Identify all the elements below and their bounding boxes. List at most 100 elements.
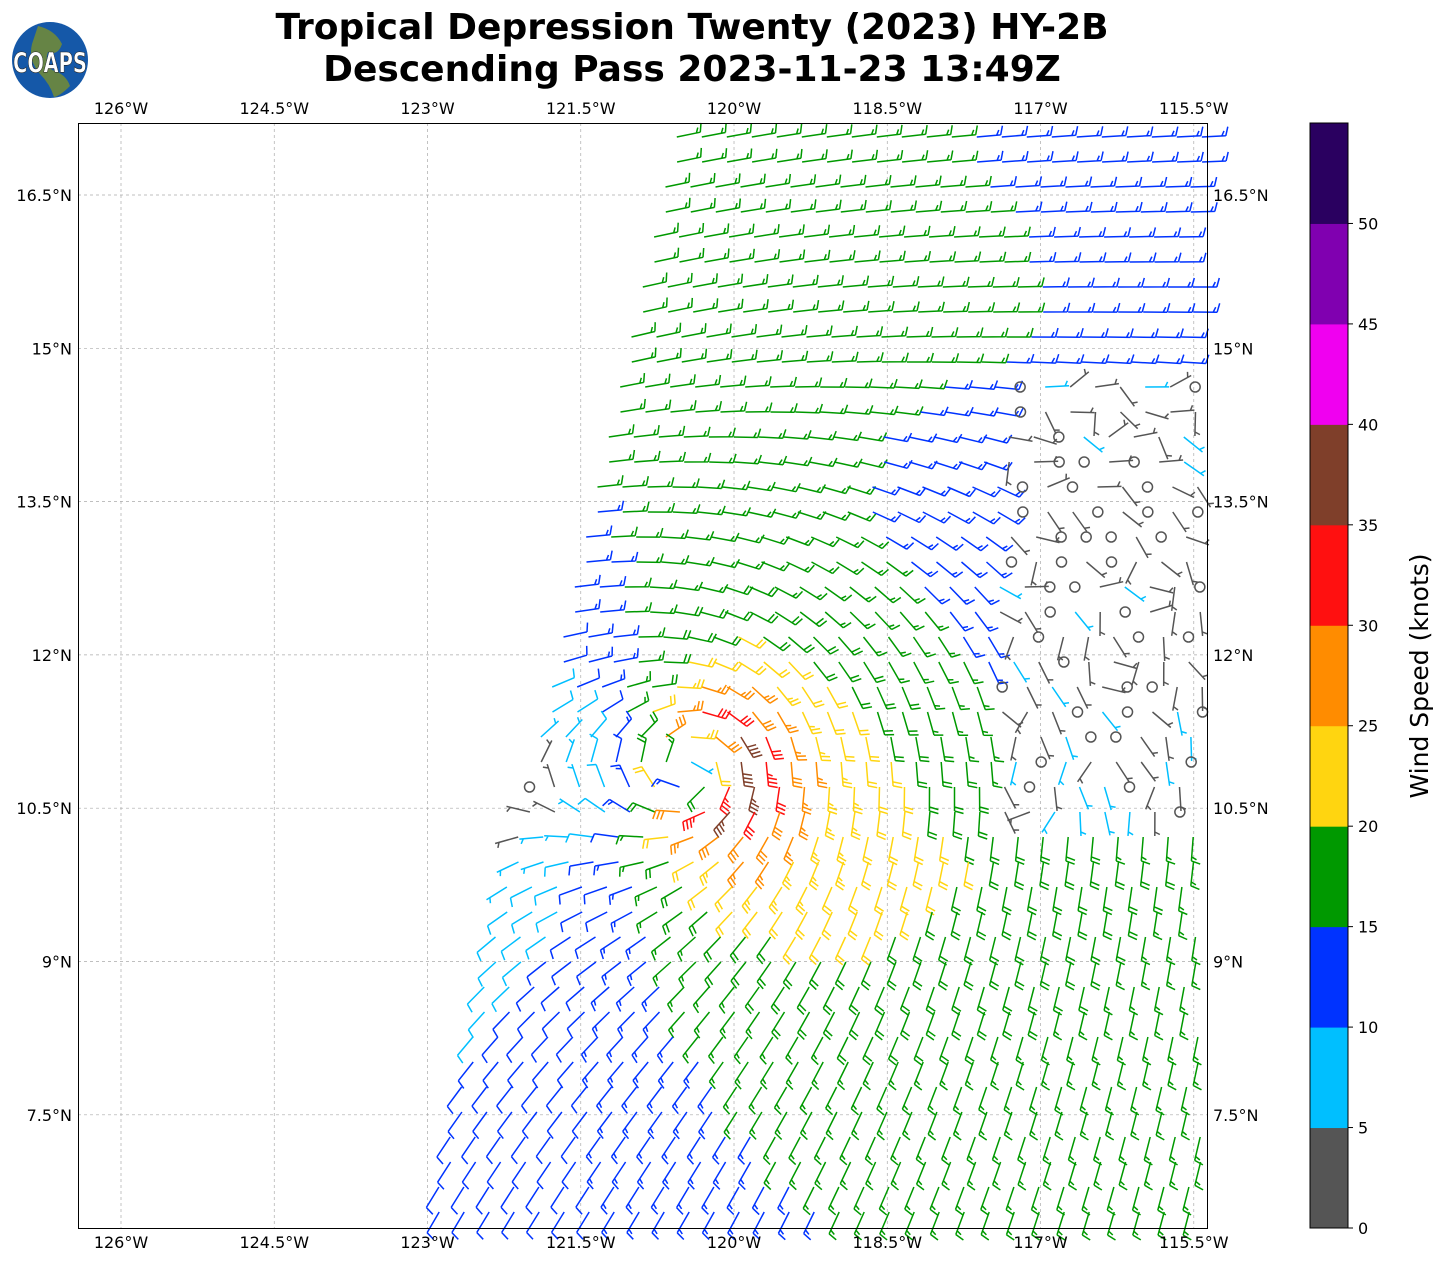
- wind-barb: [1149, 600, 1174, 613]
- colorbar-segment: [1310, 725, 1348, 827]
- wind-barb: [601, 669, 626, 688]
- wind-barb: [940, 736, 955, 763]
- wind-barb: [912, 636, 937, 658]
- wind-barbs: [425, 122, 1229, 1241]
- wind-barb: [733, 428, 762, 439]
- wind-barb: [765, 173, 792, 188]
- wind-barb: [1103, 1011, 1113, 1041]
- wind-barb: [535, 911, 558, 933]
- wind-barb: [825, 1086, 838, 1116]
- wind-barb: [1052, 986, 1063, 1016]
- lon-label-bottom: 118.5°W: [852, 1233, 922, 1252]
- wind-barb: [532, 800, 556, 813]
- wind-barb: [526, 961, 547, 986]
- wind-barb: [848, 1011, 861, 1041]
- wind-barb: [988, 861, 999, 891]
- wind-barb: [1130, 1086, 1140, 1116]
- wind-barb: [690, 761, 714, 775]
- wind-barb: [525, 1211, 540, 1240]
- wind-barb: [695, 400, 723, 413]
- wind-barb: [1176, 711, 1187, 736]
- wind-barb: [708, 1061, 724, 1090]
- wind-barb: [688, 911, 708, 937]
- wind-barb: [1015, 176, 1043, 188]
- wind-barb: [681, 348, 708, 363]
- wind-barb: [1007, 811, 1031, 825]
- wind-barb: [641, 986, 660, 1013]
- wind-barb: [1078, 986, 1089, 1016]
- wind-barb: [740, 173, 766, 188]
- wind-barb: [533, 886, 558, 906]
- wind-barb: [654, 247, 680, 263]
- wind-barb: [774, 611, 803, 626]
- wind-barb: [1093, 1161, 1103, 1191]
- wind-barb: [926, 711, 944, 736]
- wind-barb: [960, 536, 989, 552]
- wind-barb: [845, 378, 873, 389]
- wind-barb: [1156, 328, 1184, 339]
- wind-barb: [656, 348, 682, 363]
- wind-barb: [713, 635, 743, 647]
- wind-barb: [677, 936, 697, 962]
- wind-barb: [1044, 411, 1060, 434]
- wind-barb: [970, 380, 999, 391]
- wind-barb: [822, 511, 852, 522]
- wind-barb: [804, 249, 831, 263]
- wind-barb: [838, 661, 862, 683]
- wind-barb: [591, 1011, 611, 1038]
- wind-barb: [701, 1186, 715, 1215]
- wind-barb: [980, 1211, 990, 1241]
- wind-barb: [726, 686, 756, 701]
- wind-barb: [647, 502, 676, 513]
- wind-barb: [704, 248, 730, 263]
- colorbar-tick-label: 50: [1358, 214, 1378, 233]
- wind-barb: [727, 861, 745, 889]
- calm-circle: [1023, 781, 1036, 793]
- wind-barb: [824, 611, 852, 629]
- colorbar-segment: [1310, 524, 1348, 626]
- wind-barb: [1132, 1211, 1142, 1241]
- wind-barb: [1129, 227, 1157, 238]
- wind-barb: [738, 661, 767, 676]
- wind-barb: [748, 1111, 763, 1140]
- wind-barb: [781, 350, 809, 363]
- wind-barb: [1181, 328, 1209, 339]
- calm-circle: [1121, 706, 1134, 718]
- wind-barb: [967, 276, 995, 288]
- wind-barb: [920, 406, 949, 417]
- wind-barb: [936, 561, 964, 578]
- calm-circle: [1182, 631, 1195, 643]
- wind-barb: [1193, 1136, 1204, 1166]
- wind-barb: [1081, 1211, 1091, 1241]
- wind-barb: [1092, 1136, 1103, 1166]
- wind-barb: [1182, 1186, 1192, 1216]
- wind-barb: [471, 1086, 488, 1114]
- wind-barb: [713, 811, 731, 839]
- colorbar-segment: [1310, 424, 1348, 526]
- wind-barb: [820, 404, 849, 415]
- wind-barb: [1126, 126, 1154, 138]
- wind-barb: [755, 836, 769, 866]
- colorbar: 0 5 10 15 20 25 30 35 40 45 50: [1309, 122, 1378, 1238]
- calm-circle: [1069, 581, 1081, 593]
- wind-barb: [1112, 636, 1130, 658]
- wind-barb: [1179, 227, 1207, 238]
- wind-barb: [799, 586, 828, 601]
- wind-barb: [1156, 354, 1185, 365]
- calm-circle: [1035, 756, 1047, 768]
- wind-barb: [900, 1011, 911, 1041]
- wind-barb: [949, 586, 976, 605]
- wind-barb: [1167, 1061, 1177, 1091]
- wind-barb: [743, 811, 756, 841]
- wind-barb: [876, 1086, 888, 1116]
- wind-barb: [1051, 126, 1079, 138]
- wind-barb: [902, 150, 929, 163]
- wind-barb: [1102, 911, 1113, 941]
- wind-barb: [748, 786, 760, 816]
- wind-barb: [726, 1186, 740, 1216]
- wind-barb: [953, 787, 964, 815]
- wind-barb: [976, 711, 993, 737]
- wind-barb: [671, 1086, 688, 1115]
- wind-barb: [879, 225, 906, 238]
- wind-barb: [976, 125, 1004, 138]
